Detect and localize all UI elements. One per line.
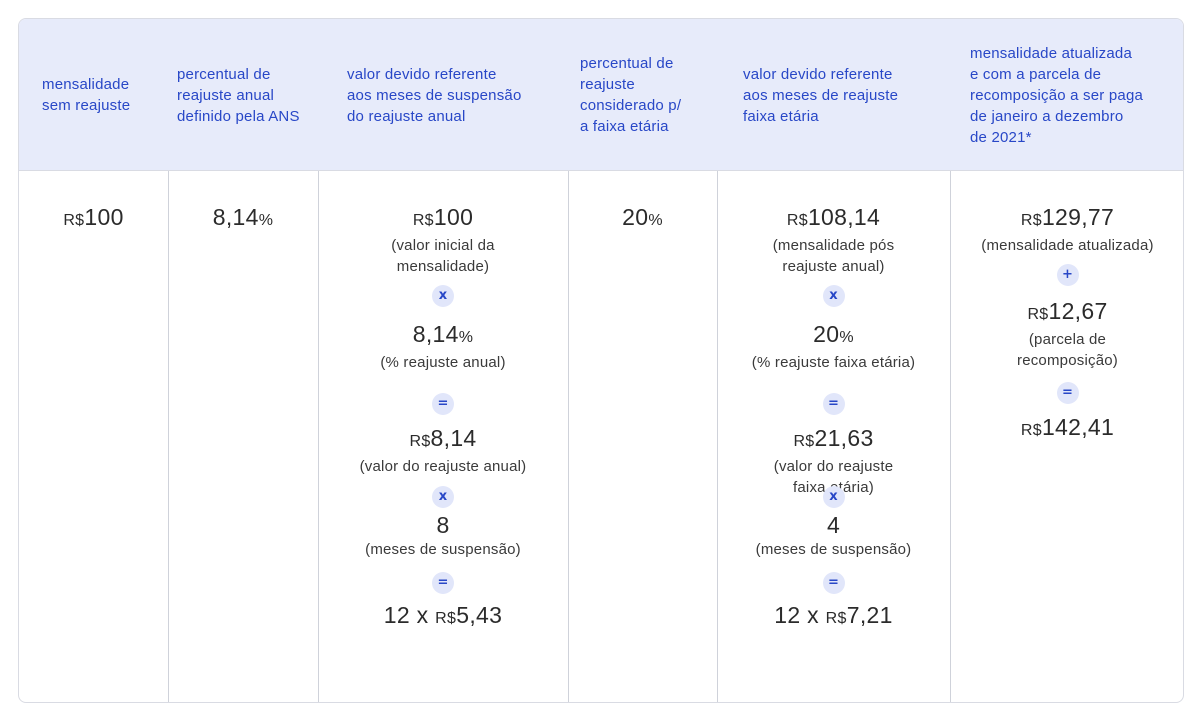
recomposition-value: R$12,67 xyxy=(1027,298,1108,324)
adjustment-table: mensalidade sem reajuste percentual de r… xyxy=(18,18,1184,703)
updated-fee-value: R$129,77 xyxy=(1020,204,1115,230)
amount-value: R$100 xyxy=(63,204,124,230)
header-line: recomposição a ser paga xyxy=(970,86,1144,104)
suspension-months-value: 4 xyxy=(826,512,841,538)
percent-value: 8,14% xyxy=(212,204,274,230)
header-line: aos meses de reajuste xyxy=(743,86,899,104)
updated-fee-note: (mensalidade atualizada) xyxy=(981,237,1154,254)
header-line: do reajuste anual xyxy=(347,107,466,125)
equals-icon: = xyxy=(432,572,454,594)
header-updated-monthly-fee: mensalidade atualizada e com a parcela d… xyxy=(970,19,1180,171)
initial-fee-note: (valor inicial da mensalidade) xyxy=(391,237,495,275)
equals-icon: = xyxy=(1056,382,1079,404)
header-line: percentual de xyxy=(580,55,674,72)
header-line: e com a parcela de xyxy=(970,65,1102,83)
header-line: reajuste anual xyxy=(177,86,275,104)
header-line: mensalidade atualizada xyxy=(970,44,1133,62)
cell-age-bracket-percent: 20% xyxy=(568,203,717,235)
header-line: reajuste xyxy=(580,76,635,93)
installment-result: 12 x R$7,21 xyxy=(774,602,893,628)
times-icon: x xyxy=(822,486,845,508)
times-icon: x xyxy=(822,285,845,307)
post-annual-fee-value: R$108,14 xyxy=(786,204,881,230)
header-line: valor devido referente xyxy=(347,65,497,83)
table-header xyxy=(19,19,1183,171)
header-age-bracket-amount: valor devido referente aos meses de reaj… xyxy=(743,19,943,171)
cell-annual-suspension-calc: R$100 (valor inicial da mensalidade) x 8,… xyxy=(318,203,568,633)
total-value: R$142,41 xyxy=(1020,414,1115,440)
suspension-months-note: (meses de suspensão) xyxy=(755,541,912,558)
column-divider xyxy=(717,171,718,702)
equals-icon: = xyxy=(822,572,845,594)
equals-icon: = xyxy=(822,393,845,415)
header-line: sem reajuste xyxy=(42,97,131,114)
times-icon: x xyxy=(432,486,454,508)
annual-percent-value: 8,14% xyxy=(412,321,474,347)
age-adjustment-value: R$21,63 xyxy=(793,425,874,451)
annual-adjustment-value: R$8,14 xyxy=(409,425,477,451)
column-divider xyxy=(950,171,951,702)
cell-monthly-fee-no-adjustment: R$100 xyxy=(19,203,168,235)
header-line: valor devido referente xyxy=(743,65,893,83)
recomposition-note: (parcela de recomposição) xyxy=(1017,331,1118,369)
initial-fee-value: R$100 xyxy=(412,204,474,230)
times-icon: x xyxy=(432,285,454,307)
header-monthly-fee-no-adjustment: mensalidade sem reajuste xyxy=(42,19,162,171)
cell-ans-annual-percent: 8,14% xyxy=(168,203,318,235)
header-line: mensalidade xyxy=(42,76,130,93)
header-line: de janeiro a dezembro xyxy=(970,107,1124,125)
column-divider xyxy=(168,171,169,702)
suspension-months-note: (meses de suspensão) xyxy=(365,541,521,558)
header-ans-annual-percent: percentual de reajuste anual definido pe… xyxy=(177,19,317,171)
percent-value: 20% xyxy=(622,204,663,230)
header-annual-suspension-amount: valor devido referente aos meses de susp… xyxy=(347,19,562,171)
plus-icon: + xyxy=(1056,264,1079,286)
age-percent-note: (% reajuste faixa etária) xyxy=(751,354,916,371)
age-percent-value: 20% xyxy=(813,321,854,347)
header-line: percentual de xyxy=(177,65,271,83)
annual-percent-note: (% reajuste anual) xyxy=(380,354,506,371)
column-divider xyxy=(318,171,319,702)
cell-updated-monthly-fee: R$129,77 (mensalidade atualizada) + R$12… xyxy=(950,203,1183,445)
equals-icon: = xyxy=(432,393,454,415)
header-age-bracket-percent: percentual de reajuste considerado p/ a … xyxy=(580,19,710,171)
annual-adjustment-note: (valor do reajuste anual) xyxy=(359,458,527,475)
header-line: aos meses de suspensão xyxy=(347,86,522,104)
header-line: faixa etária xyxy=(743,107,819,125)
post-annual-fee-note: (mensalidade pós reajuste anual) xyxy=(772,237,895,275)
header-line: considerado p/ xyxy=(580,97,682,114)
column-divider xyxy=(568,171,569,702)
suspension-months-value: 8 xyxy=(436,512,450,538)
header-line: de 2021* xyxy=(970,128,1032,146)
header-line: definido pela ANS xyxy=(177,107,300,125)
installment-result: 12 x R$5,43 xyxy=(383,602,503,628)
cell-age-bracket-calc: R$108,14 (mensalidade pós reajuste anual)… xyxy=(717,203,950,633)
header-line: a faixa etária xyxy=(580,118,669,135)
